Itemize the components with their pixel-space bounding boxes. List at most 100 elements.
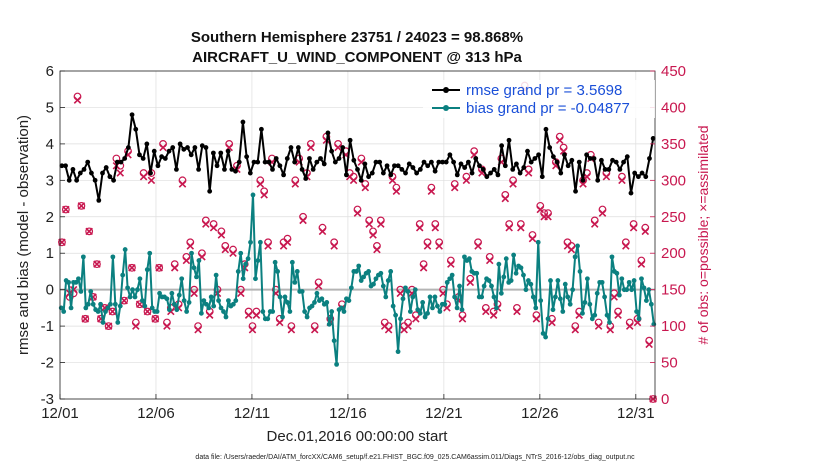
rmse-point <box>484 174 490 180</box>
bias-point <box>530 294 536 300</box>
data-file-footnote: data file: /Users/raeder/DAI/ATM_forcXX/… <box>195 454 635 461</box>
bias-point <box>149 305 155 311</box>
y2-tick-label: 300 <box>661 172 686 189</box>
bias-point <box>331 338 337 344</box>
bias-point <box>179 276 185 282</box>
rmse-point <box>569 157 575 163</box>
bias-point <box>314 290 320 296</box>
bias-point <box>292 279 298 285</box>
rmse-point <box>377 159 383 165</box>
bias-point <box>80 254 86 260</box>
bias-point <box>626 279 632 285</box>
bias-point <box>466 256 472 262</box>
bias-point <box>112 301 118 307</box>
rmse-point <box>210 150 216 156</box>
obs-assimilated-point <box>462 176 471 185</box>
legend: rmse grand pr = 3.5698 bias grand pr = -… <box>423 80 655 118</box>
bias-point <box>378 270 384 276</box>
x-tick-label: 12/31 <box>617 405 655 422</box>
obs-assimilated-point <box>536 205 545 214</box>
bias-point <box>474 270 480 276</box>
bias-point <box>454 305 460 311</box>
rmse-point <box>362 161 368 167</box>
bias-point <box>154 309 160 314</box>
bias-point <box>479 294 485 300</box>
bias-point <box>334 361 340 367</box>
rmse-point <box>299 167 305 172</box>
obs-assimilated-point <box>567 245 576 254</box>
bias-point <box>580 310 585 316</box>
rmse-point <box>325 130 331 136</box>
obs-assimilated-point <box>163 322 171 330</box>
bias-point <box>535 239 541 245</box>
rmse-point <box>525 148 530 154</box>
obs-assimilated-point <box>485 256 494 265</box>
bias-point <box>287 309 293 314</box>
obs-possible-point <box>143 307 152 316</box>
obs-assimilated-point <box>571 325 580 334</box>
rmse-point <box>369 170 375 176</box>
rmse-point <box>425 163 431 169</box>
obs-assimilated-point <box>170 264 179 272</box>
obs-assimilated-point <box>318 227 327 236</box>
x-tick-label: 12/01 <box>41 405 79 422</box>
y-tick-label: -2 <box>41 355 54 372</box>
obs-assimilated-point <box>62 205 70 214</box>
rmse-series <box>59 112 656 203</box>
bias-point <box>619 276 625 282</box>
bias-point <box>553 294 558 300</box>
rmse-point <box>244 154 250 160</box>
obs-assimilated-point <box>194 325 202 334</box>
bias-point <box>523 287 529 293</box>
rmse-point <box>295 145 301 150</box>
rmse-point <box>576 159 582 165</box>
bias-point <box>631 278 637 283</box>
rmse-point <box>273 156 279 161</box>
bias-point <box>462 254 467 260</box>
bias-point <box>489 283 494 289</box>
obs-assimilated-point <box>256 180 265 188</box>
x-axis-ticks: 12/01 12/06 12/11 12/16 12/21 12/26 12/31 <box>41 394 655 422</box>
y2-tick-label: 400 <box>661 99 686 116</box>
bias-point <box>285 300 290 305</box>
rmse-point <box>192 145 198 150</box>
bias-point <box>557 296 563 302</box>
rmse-point <box>251 159 257 165</box>
y2-tick-label: 350 <box>661 136 686 153</box>
y-tick-label: 4 <box>46 136 54 153</box>
obs-assimilated-point <box>544 213 552 221</box>
bias-point <box>115 320 121 325</box>
obs-assimilated-point <box>427 187 436 196</box>
bias-point <box>599 279 605 285</box>
bias-point <box>216 298 221 303</box>
bias-point <box>88 289 94 294</box>
rmse-point <box>336 156 342 161</box>
rmse-point <box>584 152 590 158</box>
rmse-point <box>358 177 364 183</box>
obs-assimilated-point <box>447 260 455 268</box>
rmse-point <box>196 167 201 172</box>
rmse-point <box>281 172 286 178</box>
obs-assimilated-point <box>645 340 653 349</box>
rmse-point <box>491 167 497 172</box>
bias-point <box>457 283 462 289</box>
bias-point <box>302 309 308 314</box>
rmse-point <box>107 174 113 180</box>
bias-point <box>218 305 224 311</box>
bias-point <box>607 320 612 325</box>
bias-point <box>280 314 285 320</box>
bias-point <box>575 243 580 249</box>
rmse-point <box>532 156 538 161</box>
rmse-point <box>440 159 445 165</box>
rmse-point <box>137 152 142 158</box>
bias-point <box>400 296 406 302</box>
bias-point <box>634 309 639 314</box>
obs-assimilated-point <box>190 289 198 298</box>
bias-point <box>548 278 553 283</box>
obs-assimilated-point <box>435 242 443 250</box>
bias-point <box>83 305 89 311</box>
y-tick-label: -3 <box>41 391 54 408</box>
x-tick-label: 12/11 <box>234 405 270 422</box>
rmse-point <box>166 148 172 154</box>
obs-assimilated-point <box>314 282 323 290</box>
